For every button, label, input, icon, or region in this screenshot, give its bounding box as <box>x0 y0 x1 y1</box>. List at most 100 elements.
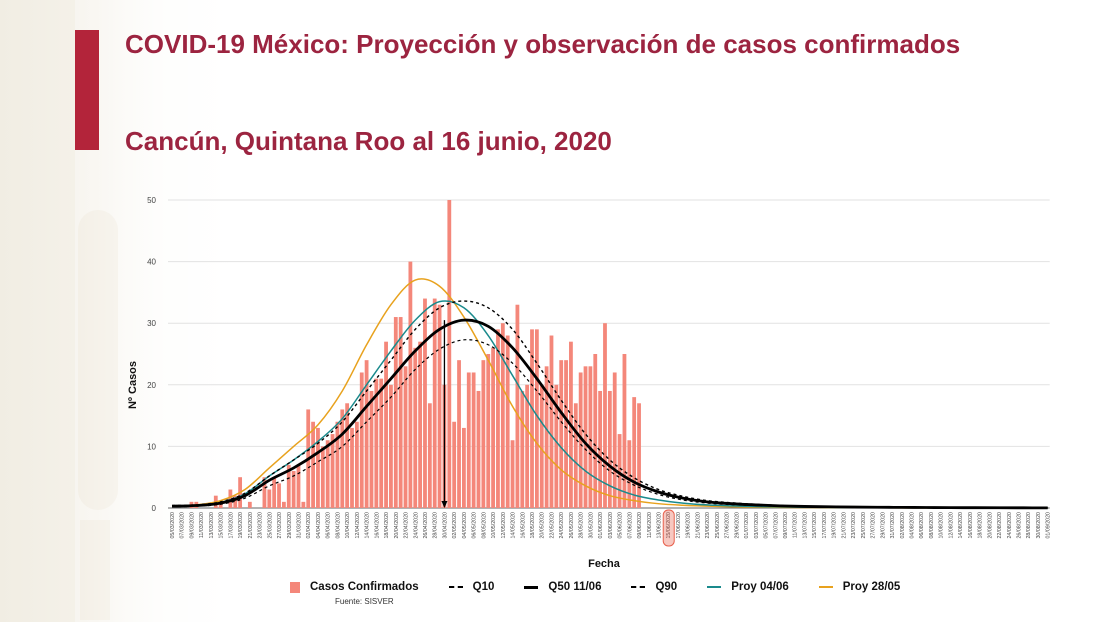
x-tick-label: 24/05/2020 <box>559 512 565 539</box>
x-tick-label: 10/04/2020 <box>345 512 351 539</box>
x-tick-label: 05/07/2020 <box>764 512 770 539</box>
x-tick-label: 08/05/2020 <box>481 512 487 539</box>
bar-casos-confirmados <box>622 354 627 508</box>
x-tick-label: 27/07/2020 <box>871 512 877 539</box>
x-tick-label: 29/03/2020 <box>287 512 293 539</box>
bar-casos-confirmados <box>286 464 291 508</box>
x-axis-label: Fecha <box>588 558 621 570</box>
bar-casos-confirmados <box>379 378 384 508</box>
x-tick-label: 25/03/2020 <box>267 512 273 539</box>
x-tick-label: 03/06/2020 <box>608 512 614 539</box>
x-tick-label: 24/04/2020 <box>413 512 419 539</box>
bar-casos-confirmados <box>627 440 632 508</box>
legend-swatch-proy-2805 <box>818 586 833 588</box>
y-tick-label: 20 <box>147 381 156 390</box>
legend-swatch-q10 <box>448 586 463 588</box>
x-tick-label: 28/08/2020 <box>1026 512 1032 539</box>
y-tick-label: 0 <box>152 504 157 513</box>
y-tick-labels: 0 10 20 30 40 50 <box>147 196 156 513</box>
x-tick-label: 07/07/2020 <box>773 512 779 539</box>
legend-swatch-casos <box>290 581 300 593</box>
x-tick-label: 11/03/2020 <box>199 512 205 538</box>
slide-background <box>75 0 1104 622</box>
x-tick-label: 12/05/2020 <box>501 512 507 539</box>
x-tick-label: 31/07/2020 <box>890 512 896 539</box>
x-tick-label: 26/05/2020 <box>569 512 575 539</box>
bar-casos-confirmados <box>496 329 500 508</box>
bar-casos-confirmados <box>267 489 272 508</box>
x-tick-label: 23/07/2020 <box>851 512 857 539</box>
bar-casos-confirmados <box>510 440 515 508</box>
x-tick-label: 15/03/2020 <box>219 512 225 539</box>
bar-casos-confirmados <box>500 323 505 508</box>
bar-casos-confirmados <box>301 501 306 508</box>
x-tick-label: 22/04/2020 <box>404 512 410 539</box>
bar-casos-confirmados <box>617 434 622 508</box>
legend-item-q90: Q90 <box>631 581 677 593</box>
x-tick-label: 12/08/2020 <box>948 512 954 539</box>
bar-casos-confirmados <box>549 335 554 508</box>
bar-casos-confirmados <box>364 360 369 508</box>
bar-casos-confirmados <box>316 427 320 508</box>
bar-casos-confirmados <box>486 354 491 508</box>
x-tick-label: 17/06/2020 <box>676 512 682 539</box>
bar-casos-confirmados <box>418 341 423 508</box>
x-tick-label: 20/08/2020 <box>987 512 993 539</box>
bar-casos-confirmados <box>544 366 549 508</box>
x-tick-label: 23/06/2020 <box>705 512 711 539</box>
x-tick-label: 08/04/2020 <box>335 512 341 539</box>
bar-casos-confirmados <box>603 323 607 508</box>
x-tick-label: 16/05/2020 <box>520 512 526 539</box>
bar-casos-confirmados <box>471 372 476 508</box>
x-tick-label: 07/03/2020 <box>180 512 186 539</box>
x-tick-label: 26/04/2020 <box>423 512 429 539</box>
bar-casos-confirmados <box>452 421 457 508</box>
bar-casos-confirmados <box>374 378 379 508</box>
x-tick-label: 25/06/2020 <box>715 512 721 539</box>
page-subtitle: Cancún, Quintana Roo al 16 junio, 2020 <box>125 126 612 156</box>
bar-casos-confirmados <box>637 403 641 508</box>
x-tick-label: 06/04/2020 <box>326 512 332 539</box>
x-tick-label: 04/08/2020 <box>909 512 915 539</box>
x-tick-label: 02/04/2020 <box>306 512 312 539</box>
bar-casos-confirmados <box>233 495 238 508</box>
bar-casos-confirmados <box>554 384 559 508</box>
bar-casos-confirmados <box>218 501 223 508</box>
legend-label: Casos Confirmados <box>310 581 419 593</box>
bar-casos-confirmados <box>423 298 427 508</box>
peak-arrow-head <box>441 501 448 508</box>
bar-casos-confirmados <box>588 366 593 508</box>
bar-casos-confirmados <box>457 360 461 508</box>
x-tick-label: 07/06/2020 <box>627 512 633 539</box>
x-tick-label: 17/03/2020 <box>228 512 234 539</box>
x-tick-label: 22/05/2020 <box>549 512 555 539</box>
bar-casos-confirmados <box>330 434 335 508</box>
x-tick-label: 15/06/2020 <box>666 512 672 539</box>
bar-casos-confirmados <box>408 261 413 508</box>
bar-casos-confirmados <box>583 366 588 508</box>
accent-bar <box>75 30 99 150</box>
page-title: COVID-19 México: Proyección y observació… <box>125 29 961 59</box>
x-tick-label: 13/07/2020 <box>802 512 808 539</box>
x-tick-label: 19/03/2020 <box>238 512 244 539</box>
bar-casos-confirmados <box>462 427 466 508</box>
x-tick-label: 29/06/2020 <box>734 512 740 539</box>
bar-casos-confirmados <box>534 329 539 508</box>
highlighted-date-marker <box>662 509 675 547</box>
bar-casos-confirmados <box>598 390 603 508</box>
legend-swatch-q90 <box>631 586 646 588</box>
x-tick-label: 31/03/2020 <box>296 512 302 539</box>
x-tick-label: 05/06/2020 <box>618 512 624 539</box>
bar-casos-confirmados <box>593 354 598 508</box>
bar-casos-confirmados <box>607 390 612 508</box>
bar-casos-confirmados <box>277 483 281 508</box>
bar-casos-confirmados <box>398 317 403 508</box>
x-tick-label: 10/05/2020 <box>491 512 497 539</box>
legend: Casos Confirmados Q10 Q50 11/06 Q90 Proy… <box>290 579 930 595</box>
bar-casos-confirmados <box>325 440 330 508</box>
bar-casos-confirmados <box>320 446 325 508</box>
x-tick-label: 08/08/2020 <box>929 512 935 539</box>
x-tick-label: 19/06/2020 <box>686 512 692 539</box>
bar-casos-confirmados <box>466 372 471 508</box>
bar-casos-confirmados <box>515 304 520 508</box>
